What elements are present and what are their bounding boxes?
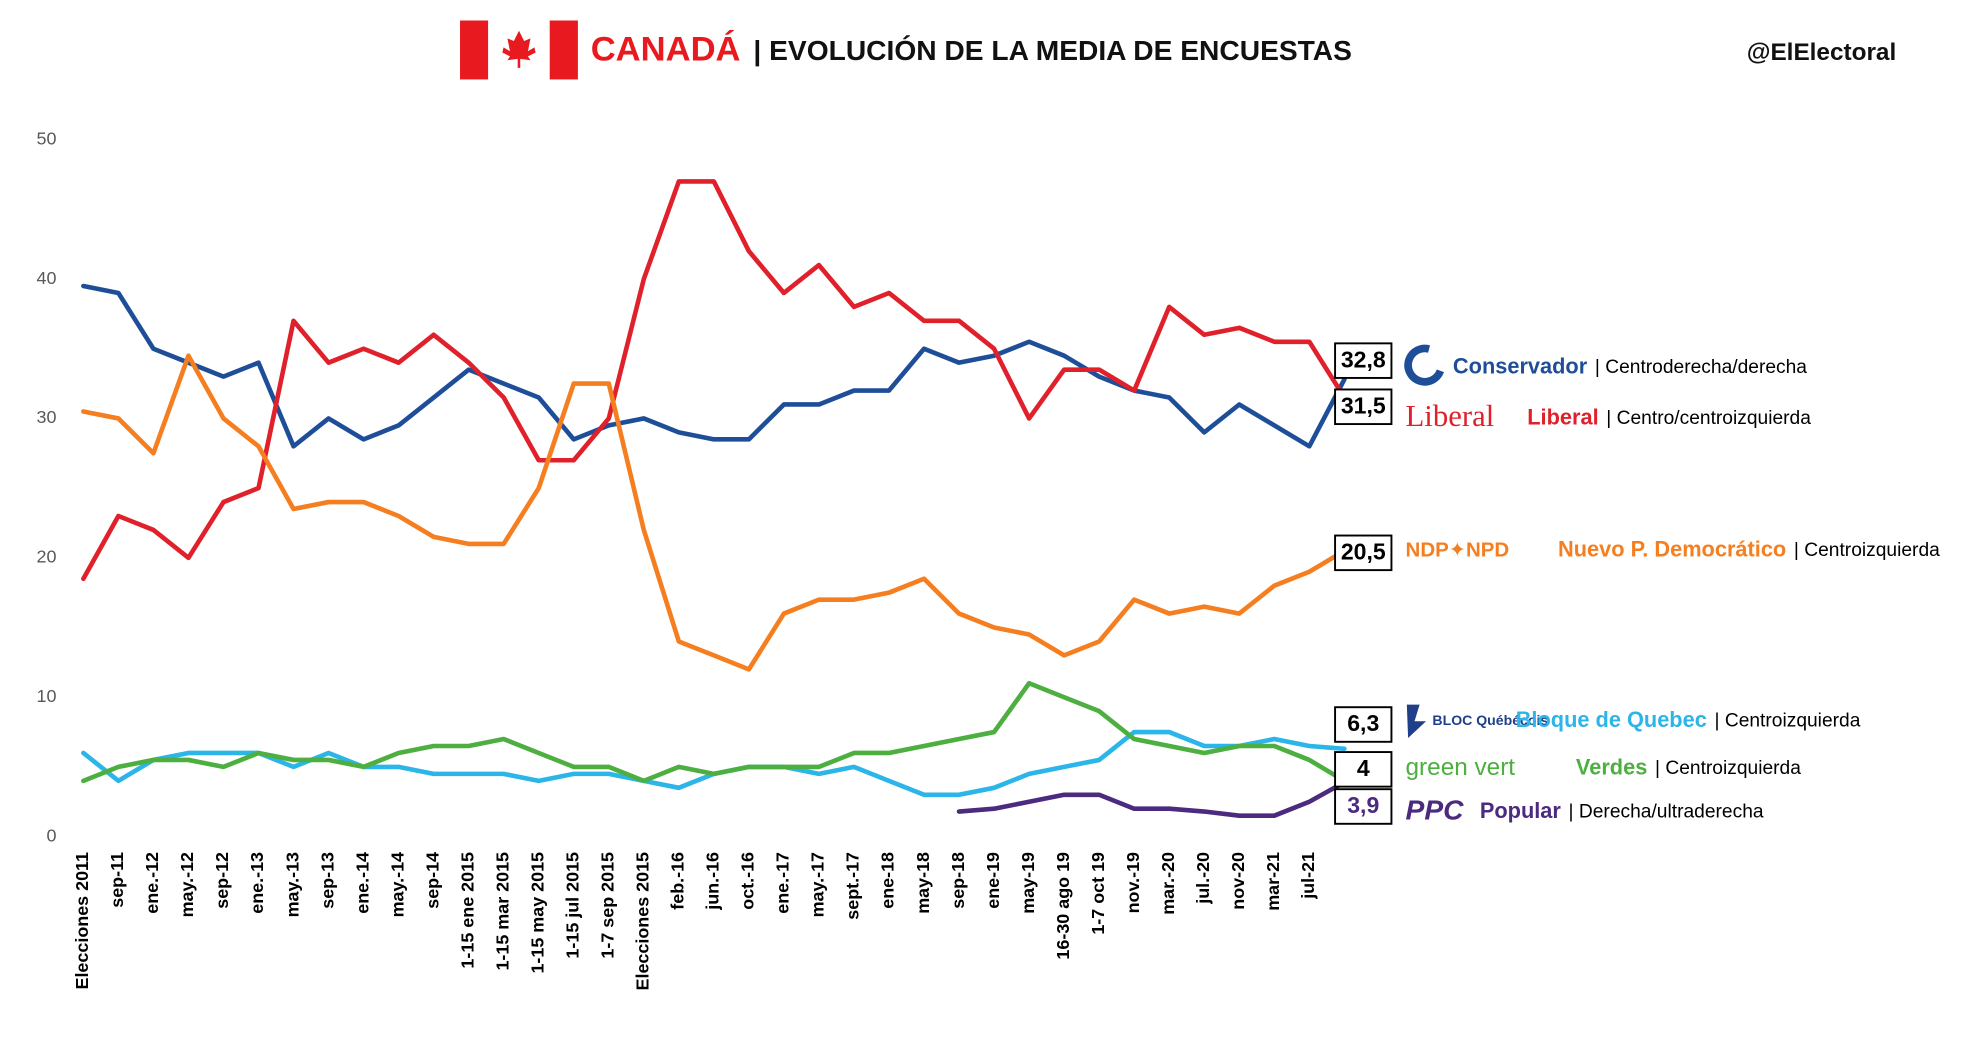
legend-descriptor: | Centro/centroizquierda — [1606, 408, 1811, 429]
handle: @ElElectoral — [1747, 39, 1896, 66]
x-tick-label: 1-15 ene 2015 — [457, 852, 477, 969]
x-tick-label: may.-14 — [387, 852, 407, 917]
legend-label: Liberal — [1527, 405, 1598, 430]
x-tick-label: feb.-16 — [668, 852, 688, 910]
legend-label: Conservador — [1453, 353, 1588, 378]
end-value-label: 31,5 — [1341, 393, 1386, 419]
chart-title: | EVOLUCIÓN DE LA MEDIA DE ENCUESTAS — [753, 34, 1352, 66]
legend-descriptor: | Derecha/ultraderecha — [1569, 801, 1764, 822]
logo: BLOC Québécois — [1432, 712, 1548, 728]
x-tick-label: ene-18 — [878, 852, 898, 909]
x-tick-label: jul.-20 — [1193, 852, 1213, 905]
value-box — [1334, 751, 1393, 788]
x-tick-label: may.-17 — [808, 852, 828, 917]
value-box — [1334, 388, 1393, 426]
x-tick-label: sep-14 — [422, 852, 442, 909]
x-tick-label: sep-11 — [107, 852, 127, 908]
title-country: CANADÁ — [591, 28, 741, 68]
x-tick-label: nov-20 — [1228, 852, 1248, 910]
logo-mark — [1406, 704, 1427, 738]
end-value-label: 3,9 — [1347, 792, 1379, 818]
x-tick-label: may.-12 — [177, 852, 197, 917]
x-tick-label: jul-21 — [1298, 852, 1318, 900]
y-tick-label: 50 — [37, 128, 57, 148]
legend-entry: 31,5 Liberal Liberal | Centro/centroizquier… — [1334, 388, 1811, 433]
legend-label: Nuevo P. Democrático — [1558, 537, 1786, 562]
logo-mark — [1404, 344, 1446, 386]
end-value-label: 6,3 — [1347, 710, 1379, 736]
legend-label: Popular — [1480, 798, 1562, 823]
legend-entry: 4 green vert Verdes | Centroizquierda — [1334, 751, 1801, 788]
legend-label: Bloque de Quebec — [1516, 707, 1707, 732]
legend-entry: 3,9 PPC Popular | Derecha/ultraderecha — [1334, 788, 1764, 826]
x-tick-label: Elecciones 2015 — [633, 852, 653, 991]
legend-descriptor: | Centroizquierda — [1655, 758, 1801, 779]
x-tick-label: ene.-13 — [247, 852, 267, 914]
x-tick-label: 1-7 sep 2015 — [598, 852, 618, 959]
value-box — [1334, 534, 1393, 572]
x-tick-label: may.-13 — [282, 852, 302, 917]
x-tick-label: mar.-20 — [1158, 852, 1178, 915]
x-tick-label: ene.-14 — [352, 852, 372, 914]
legend-descriptor: | Centroizquierda — [1794, 540, 1940, 561]
x-tick-label: may-18 — [913, 852, 933, 914]
value-box — [1334, 706, 1393, 743]
x-tick-label: sep-12 — [212, 852, 232, 909]
logo: green vert — [1406, 754, 1516, 781]
x-tick-label: 1-7 oct 19 — [1088, 852, 1108, 935]
series-line — [81, 353, 1347, 672]
x-tick-label: Elecciones 2011 — [72, 852, 92, 990]
legend-entry: 32,8 C Conservador | Centroderecha/derecha — [1334, 342, 1807, 386]
x-tick-label: ene.-12 — [142, 852, 162, 914]
x-tick-label: 1-15 jul 2015 — [562, 852, 582, 959]
x-tick-label: 1-15 mar 2015 — [492, 852, 512, 971]
x-tick-label: sept.-17 — [843, 852, 863, 920]
x-tick-label: ene.-17 — [773, 852, 793, 914]
x-tick-label: 1-15 may 2015 — [527, 852, 547, 974]
x-tick-label: sep-18 — [948, 852, 968, 909]
x-tick-label: oct.-16 — [738, 852, 758, 910]
x-tick-label: jun.-16 — [703, 852, 723, 911]
logo: PPC — [1406, 794, 1465, 826]
x-tick-label: mar-21 — [1263, 852, 1283, 911]
end-value-label: 4 — [1357, 755, 1370, 781]
value-box — [1334, 342, 1393, 379]
end-value-label: 20,5 — [1341, 539, 1386, 565]
x-tick-label: sep-13 — [317, 852, 337, 909]
series-line — [81, 680, 1347, 784]
legend-label: Verdes — [1576, 754, 1647, 779]
value-box — [1334, 788, 1393, 825]
x-tick-label: 16-30 ago 19 — [1053, 852, 1073, 960]
series-line — [956, 779, 1347, 819]
y-tick-label: 30 — [37, 407, 57, 427]
y-tick-label: 20 — [37, 547, 57, 567]
y-tick-label: 0 — [46, 825, 56, 845]
y-tick-label: 10 — [37, 686, 57, 706]
legend-entry: 20,5 NDP✦NPD Nuevo P. Democrático | Centroi… — [1334, 534, 1940, 572]
end-value-label: 32,8 — [1341, 346, 1386, 372]
logo: NDP✦NPD — [1406, 538, 1510, 561]
x-tick-label: ene-19 — [983, 852, 1003, 909]
legend-descriptor: | Centroizquierda — [1714, 710, 1860, 731]
x-tick-label: nov.-19 — [1123, 852, 1143, 913]
flag — [460, 20, 578, 80]
y-tick-label: 40 — [37, 268, 57, 288]
legend-descriptor: | Centroderecha/derecha — [1595, 357, 1807, 378]
logo: Liberal — [1406, 399, 1495, 433]
x-tick-label: may-19 — [1018, 852, 1038, 914]
series-line — [81, 179, 1347, 582]
